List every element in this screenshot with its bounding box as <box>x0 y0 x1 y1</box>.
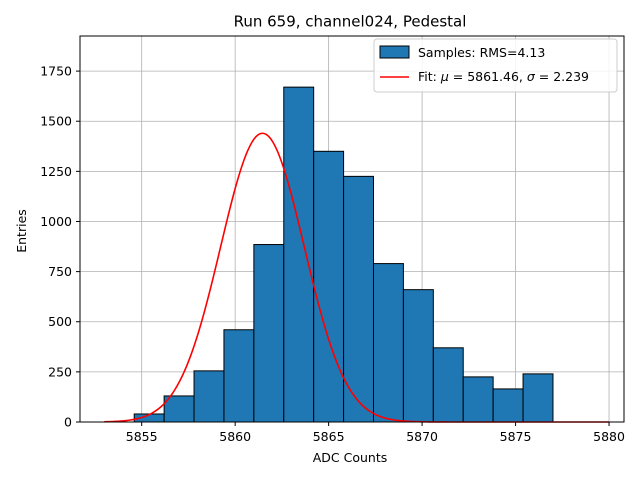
histogram-bar <box>432 347 464 423</box>
x-tick-label: 5865 <box>313 429 345 444</box>
y-tick-label: 500 <box>48 314 72 329</box>
y-tick-label: 250 <box>48 364 72 379</box>
histogram-bar <box>223 329 255 423</box>
legend-fit-sigma-symbol: σ <box>527 69 536 84</box>
y-axis-label: Entries <box>14 209 29 253</box>
y-tick-label: 1500 <box>40 114 72 129</box>
x-tick-label: 5860 <box>219 429 251 444</box>
legend-fit-mu-value: = 5861.46, <box>449 69 527 84</box>
legend: Samples: RMS=4.13 Fit: μ = 5861.46, σ = … <box>373 38 618 93</box>
legend-swatch-samples <box>379 45 410 59</box>
y-tick-label: 750 <box>48 264 72 279</box>
chart-title: Run 659, channel024, Pedestal <box>234 13 467 31</box>
histogram-bar <box>193 370 225 423</box>
histogram-bar <box>253 244 285 423</box>
histogram-bar <box>372 263 404 423</box>
x-tick-label: 5880 <box>593 429 625 444</box>
histogram-bar <box>402 289 434 423</box>
histogram-bar <box>522 373 554 423</box>
x-tick-label: 5870 <box>406 429 438 444</box>
x-tick-label: 5855 <box>126 429 158 444</box>
histogram-bar <box>462 376 494 423</box>
legend-fit-sigma-value: = 2.239 <box>535 69 589 84</box>
y-tick-label: 1750 <box>40 64 72 79</box>
legend-fit-prefix: Fit: <box>418 69 441 84</box>
legend-fit-mu-symbol: μ <box>440 69 449 84</box>
x-axis-label: ADC Counts <box>313 450 388 465</box>
legend-label-fit: Fit: μ = 5861.46, σ = 2.239 <box>418 69 589 84</box>
histogram-bar <box>492 388 524 423</box>
axis-ticks: 5855 5860 5865 5870 5875 5880 0 250 500 750 1000 12… <box>40 64 625 444</box>
histogram-bar <box>313 150 345 423</box>
y-tick-label: 1250 <box>40 164 72 179</box>
axes-frame <box>79 35 625 423</box>
legend-box <box>373 38 618 93</box>
y-tick-label: 0 <box>64 415 72 430</box>
legend-label-samples: Samples: RMS=4.13 <box>418 45 545 60</box>
histogram-bar <box>343 175 374 423</box>
histogram-bar <box>283 86 315 423</box>
x-tick-label: 5875 <box>500 429 532 444</box>
y-tick-label: 1000 <box>40 214 72 229</box>
